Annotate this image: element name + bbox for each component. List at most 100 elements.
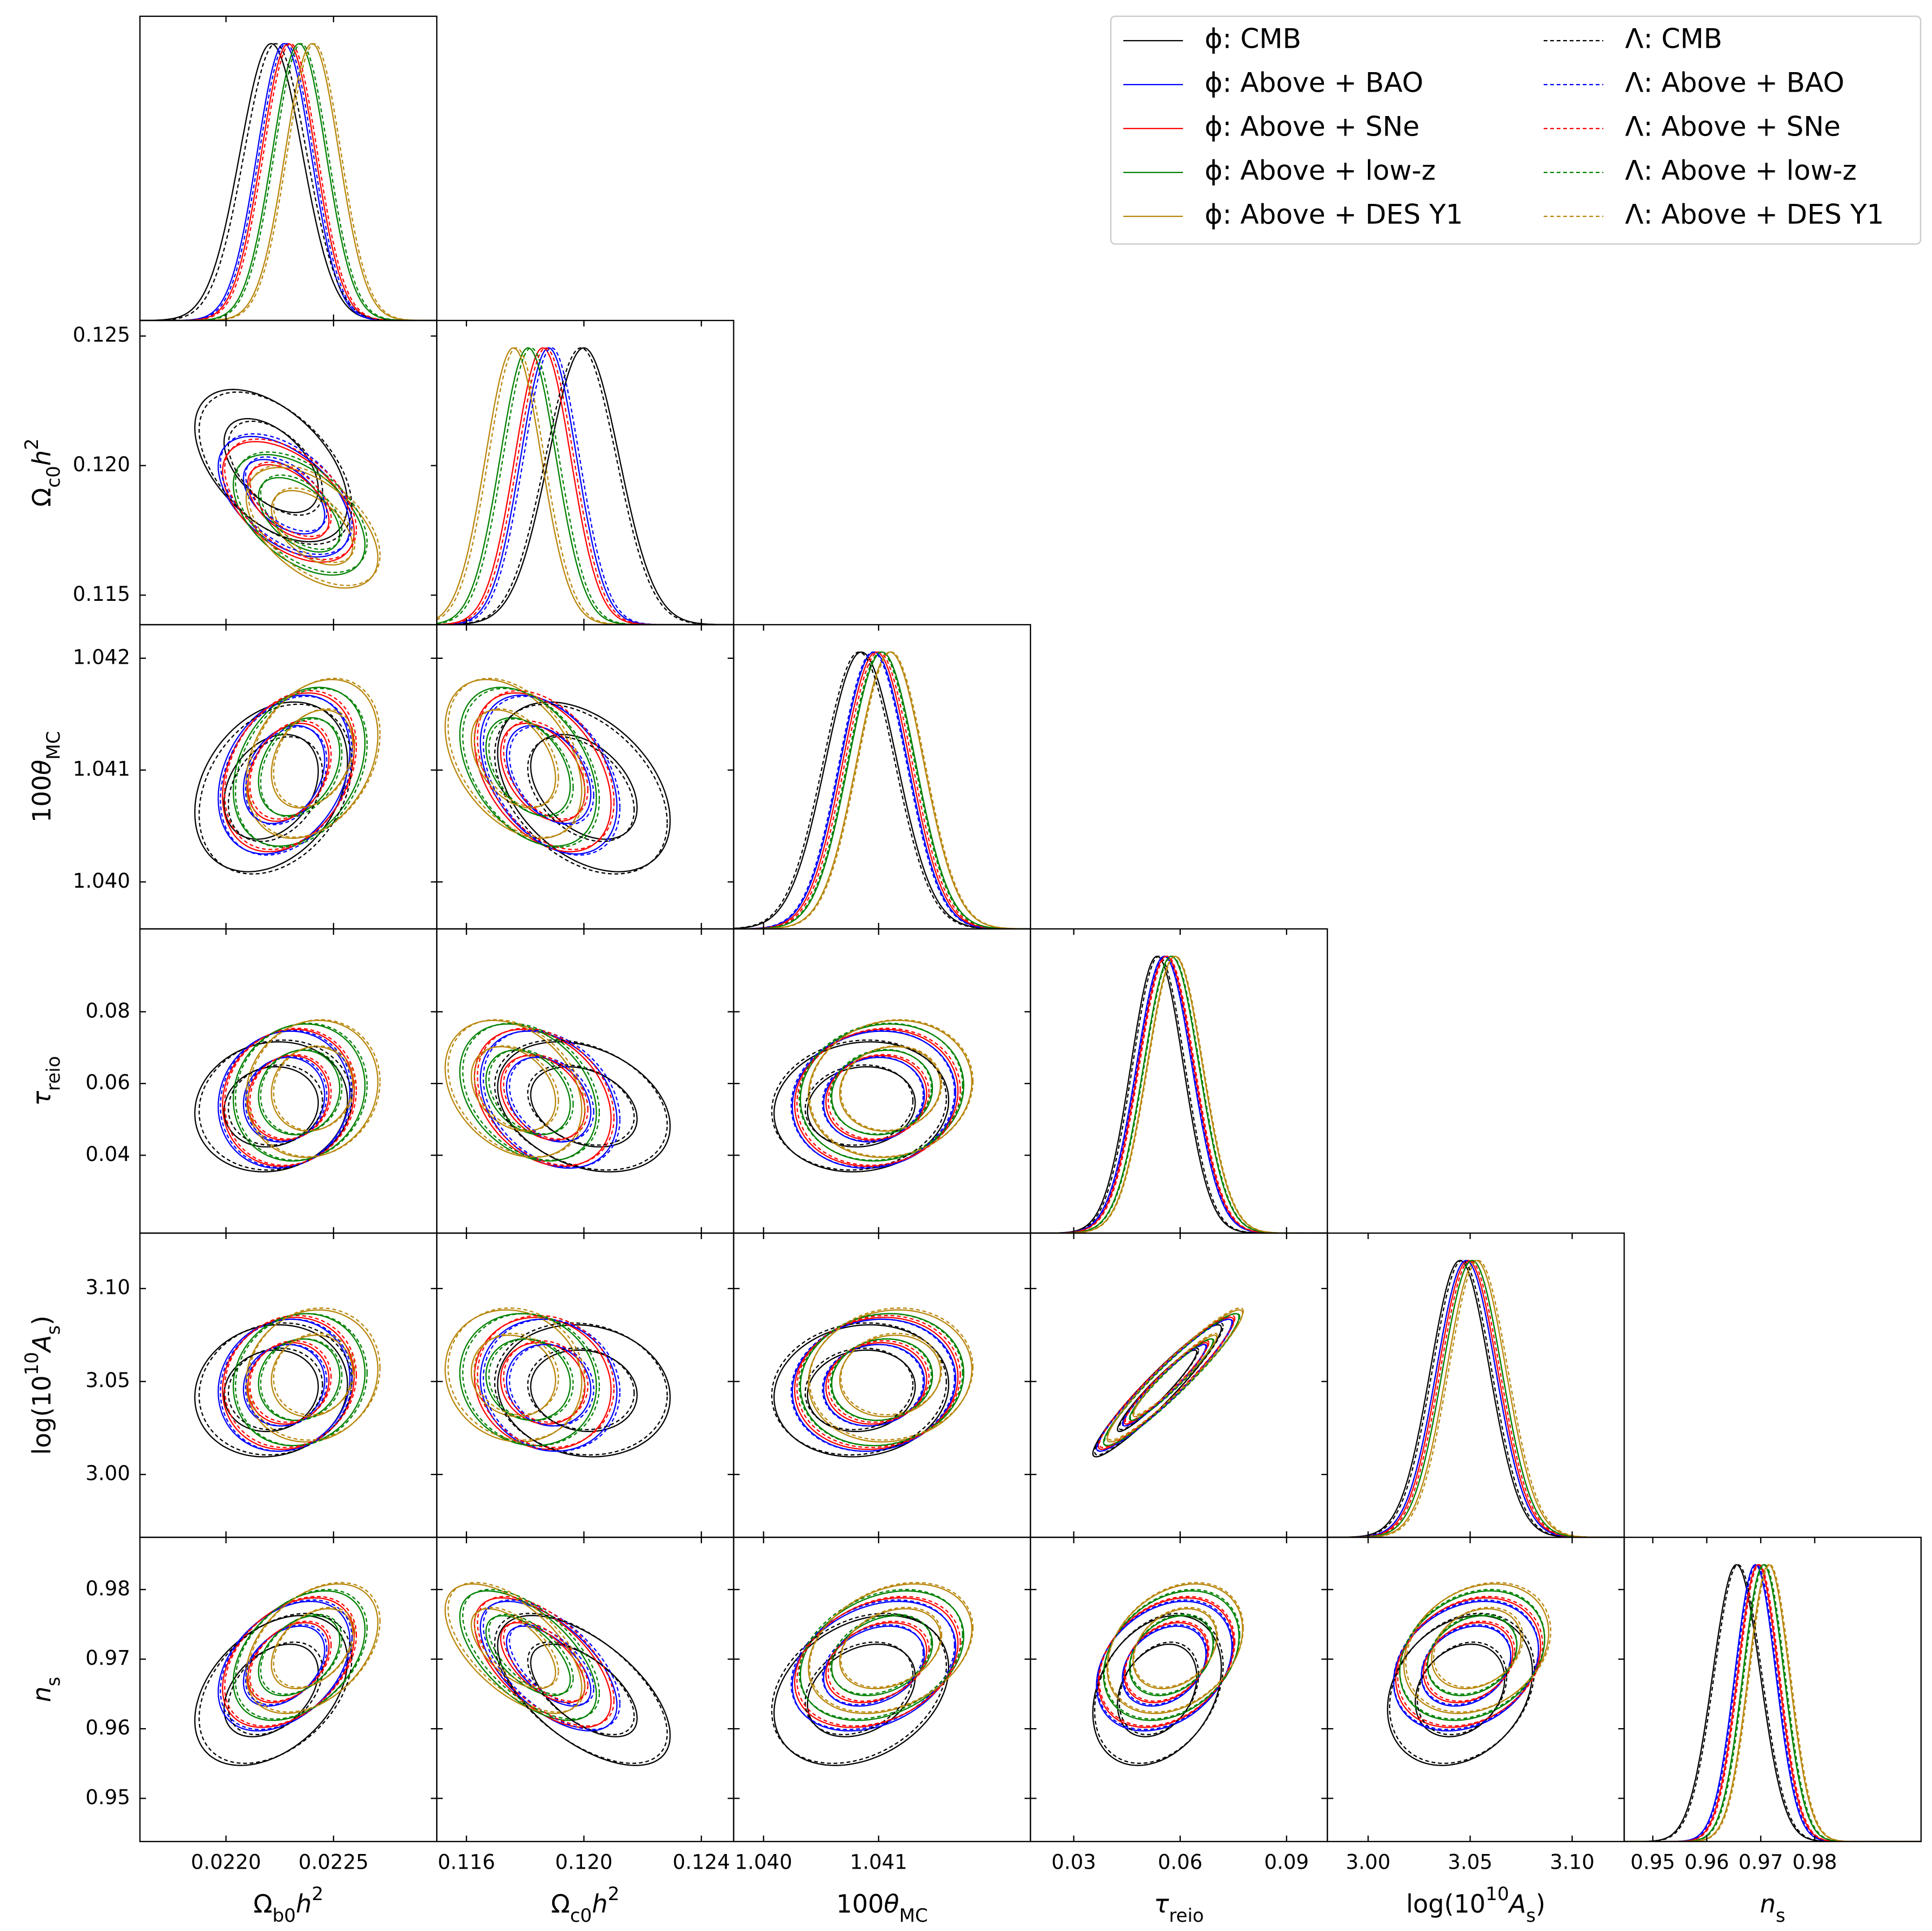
contour	[258, 717, 341, 817]
x-axis-label: ns	[1760, 1889, 1786, 1927]
contour	[807, 1349, 916, 1432]
label-part: MC	[43, 731, 65, 760]
density-curve	[437, 347, 734, 625]
x-tick-label: 1.040	[735, 1851, 792, 1874]
contour	[830, 1338, 932, 1421]
contour	[773, 1615, 950, 1766]
density-curve	[140, 43, 437, 320]
contour	[223, 418, 319, 514]
contour	[1122, 1625, 1207, 1707]
contour	[198, 391, 353, 545]
panel	[1030, 955, 1328, 1233]
density-curve	[1624, 1564, 1921, 1842]
density-curve	[733, 651, 1031, 929]
density-curve	[1624, 1564, 1921, 1842]
contour	[823, 1625, 925, 1707]
contour	[273, 1045, 356, 1131]
contour	[245, 726, 328, 825]
contour	[474, 1045, 559, 1131]
x-tick-label: 0.03	[1051, 1851, 1096, 1874]
contour	[260, 718, 343, 818]
contour	[459, 1590, 597, 1721]
contour	[223, 734, 319, 840]
contour	[773, 1324, 950, 1458]
y-tick-label: 1.042	[73, 645, 130, 669]
label-part: c0	[43, 466, 65, 487]
panel	[444, 677, 671, 875]
contour	[444, 1019, 583, 1158]
contour	[840, 1332, 943, 1416]
contour	[488, 718, 574, 818]
panel	[1624, 1564, 1921, 1842]
x-axis-label: Ωb0h2	[253, 1883, 323, 1927]
contour	[798, 1022, 963, 1161]
contour	[1421, 1624, 1512, 1705]
contour	[245, 1344, 328, 1427]
contour	[245, 456, 328, 532]
label-part: 10	[1486, 1883, 1509, 1905]
density-curve	[1030, 955, 1328, 1233]
contour	[1103, 1590, 1240, 1721]
contour	[477, 1595, 615, 1727]
contour	[234, 1589, 368, 1720]
panel-frame	[733, 624, 1032, 930]
legend-label: ϕ: Above + BAO	[1205, 67, 1423, 99]
label-part: MC	[899, 1905, 928, 1927]
contour	[1416, 1641, 1507, 1735]
contour	[830, 1613, 932, 1695]
y-tick-label: 1.040	[73, 869, 130, 893]
contour	[234, 1313, 368, 1447]
contour	[462, 688, 600, 848]
contour	[527, 1064, 635, 1146]
contour	[220, 695, 353, 856]
density-curve	[733, 651, 1031, 929]
label-part: n	[1760, 1889, 1776, 1919]
contour	[217, 694, 351, 855]
contour	[830, 1049, 932, 1135]
density-curve	[1327, 1260, 1624, 1537]
density-curve	[437, 347, 734, 625]
contour	[462, 1589, 600, 1720]
contour	[1389, 1613, 1536, 1764]
contour	[796, 1595, 961, 1727]
contour	[479, 694, 618, 855]
label-part: )	[1536, 1889, 1545, 1919]
density-curve	[1624, 1564, 1921, 1842]
panel-frame	[1327, 1536, 1625, 1843]
contour	[258, 1049, 341, 1135]
label-part: reio	[1169, 1905, 1204, 1927]
contour	[1133, 1332, 1218, 1416]
legend-label: ϕ: Above + DES Y1	[1205, 199, 1463, 230]
contour	[1132, 1335, 1218, 1417]
panel	[194, 389, 381, 589]
y-tick-label: 0.95	[86, 1786, 130, 1809]
label-part: Ω	[27, 487, 56, 506]
y-tick-label: 0.115	[73, 582, 130, 606]
contour	[249, 461, 332, 537]
y-axis-label: τreio	[27, 1056, 65, 1106]
label-part: log(10	[1406, 1889, 1486, 1919]
contour	[809, 1019, 974, 1158]
legend-label: Λ: Above + low-z	[1625, 155, 1857, 187]
contour	[839, 1335, 942, 1417]
contour	[798, 1589, 963, 1720]
panel-frame	[139, 319, 438, 626]
contour	[827, 1340, 930, 1423]
label-part: Ω	[551, 1889, 570, 1919]
x-tick-label: 0.97	[1738, 1851, 1783, 1874]
contour	[827, 1054, 930, 1140]
label-part: τ	[1154, 1889, 1169, 1919]
x-tick-label: 0.96	[1685, 1851, 1729, 1874]
label-part: s	[1526, 1905, 1536, 1927]
density-curve	[1624, 1564, 1921, 1842]
contour	[1132, 1608, 1218, 1690]
legend-label: ϕ: CMB	[1205, 23, 1301, 55]
contour	[1098, 1595, 1236, 1727]
contour	[771, 1613, 947, 1764]
contour	[840, 1045, 943, 1131]
panel	[771, 1307, 974, 1458]
contour	[198, 703, 353, 875]
panel	[771, 1019, 974, 1173]
panel-frame	[139, 15, 438, 322]
contour	[234, 688, 368, 848]
